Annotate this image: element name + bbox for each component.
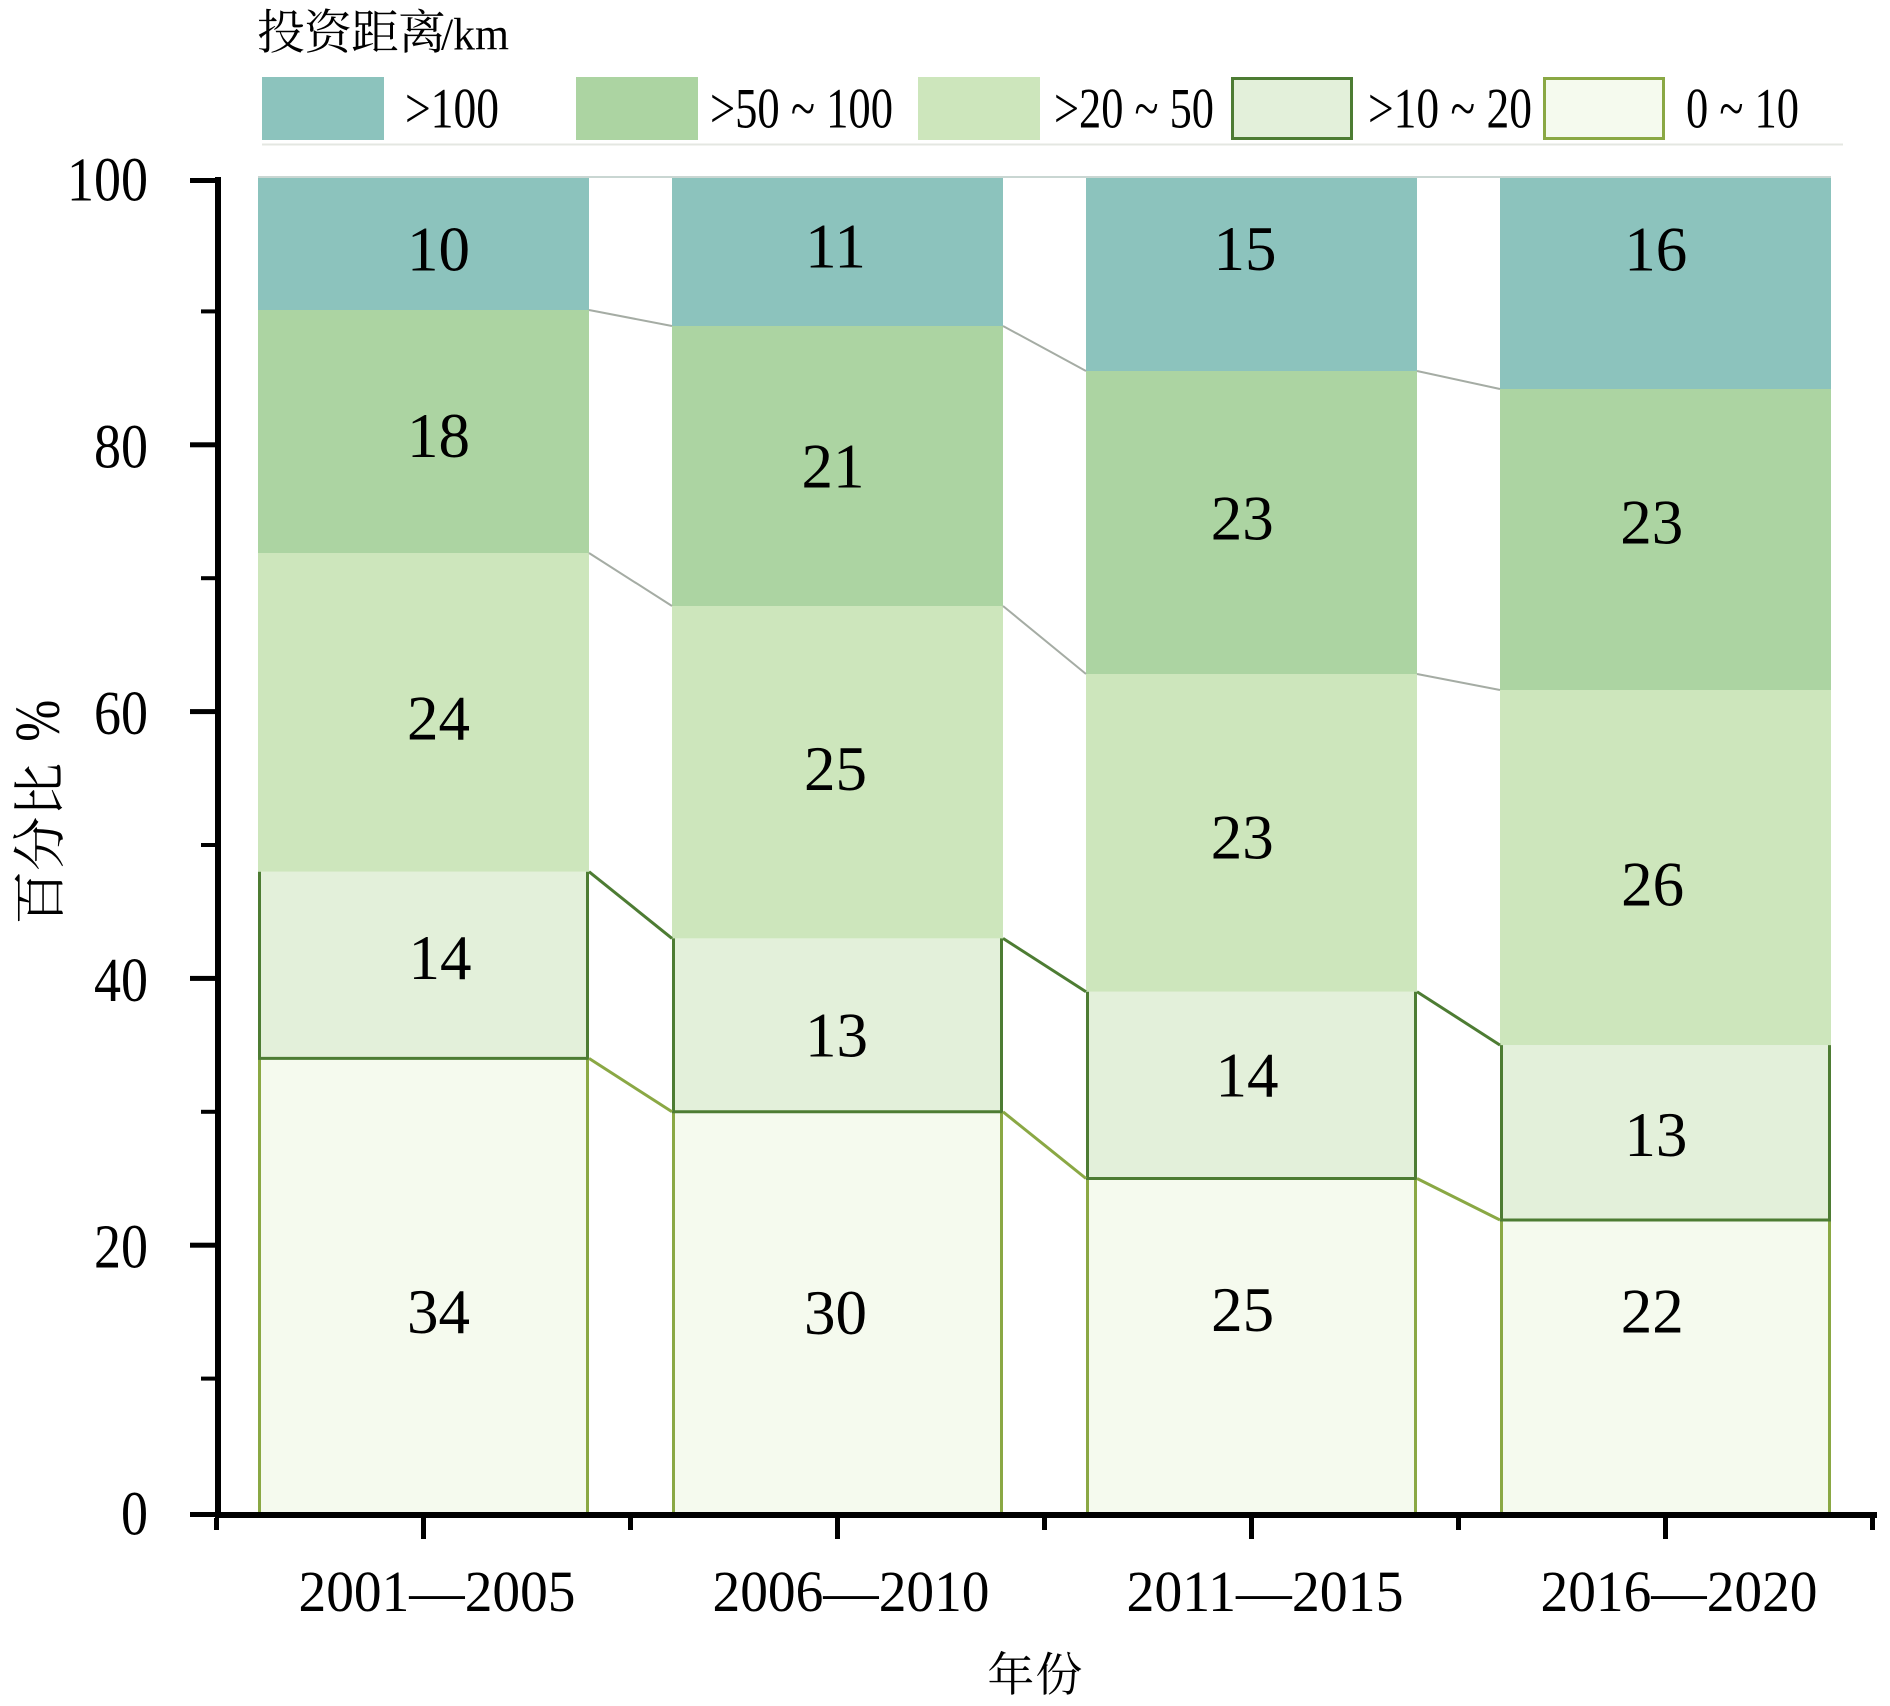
svg-text:/km: /km xyxy=(441,10,509,60)
svg-text:23: 23 xyxy=(1620,488,1683,558)
svg-text:10: 10 xyxy=(407,215,470,285)
svg-text:25: 25 xyxy=(1211,1275,1274,1345)
svg-text:>10 ~ 20: >10 ~ 20 xyxy=(1368,78,1532,141)
svg-text:100: 100 xyxy=(67,147,148,215)
svg-text:80: 80 xyxy=(94,413,148,481)
svg-text:>50 ~ 100: >50 ~ 100 xyxy=(710,78,893,141)
svg-text:>20 ~ 50: >20 ~ 50 xyxy=(1054,78,1214,141)
svg-text:40: 40 xyxy=(94,947,148,1015)
svg-text:0: 0 xyxy=(121,1481,148,1549)
svg-text:18: 18 xyxy=(407,401,470,471)
svg-text:24: 24 xyxy=(407,684,470,754)
svg-text:16: 16 xyxy=(1624,215,1687,285)
svg-text:14: 14 xyxy=(409,923,472,993)
svg-text:25: 25 xyxy=(804,734,867,804)
svg-text:20: 20 xyxy=(94,1214,148,1282)
svg-text:11: 11 xyxy=(805,212,866,282)
svg-text:22: 22 xyxy=(1621,1276,1684,1346)
svg-text:30: 30 xyxy=(804,1278,867,1348)
svg-text:%: % xyxy=(2,700,73,742)
svg-text:2001—2005: 2001—2005 xyxy=(299,1559,576,1624)
svg-text:13: 13 xyxy=(1624,1100,1687,1170)
svg-text:34: 34 xyxy=(407,1277,470,1347)
svg-text:26: 26 xyxy=(1621,849,1684,919)
svg-text:60: 60 xyxy=(94,680,148,748)
svg-text:13: 13 xyxy=(805,1001,868,1071)
svg-text:23: 23 xyxy=(1211,802,1274,872)
svg-text:2016—2020: 2016—2020 xyxy=(1541,1559,1818,1624)
svg-text:23: 23 xyxy=(1211,484,1274,554)
svg-text:15: 15 xyxy=(1214,214,1277,284)
svg-text:2006—2010: 2006—2010 xyxy=(713,1559,990,1624)
svg-text:14: 14 xyxy=(1216,1040,1279,1110)
svg-text:2011—2015: 2011—2015 xyxy=(1127,1559,1404,1624)
svg-text:21: 21 xyxy=(802,432,865,502)
svg-text:>100: >100 xyxy=(405,78,499,141)
svg-text:0 ~ 10: 0 ~ 10 xyxy=(1686,78,1799,141)
